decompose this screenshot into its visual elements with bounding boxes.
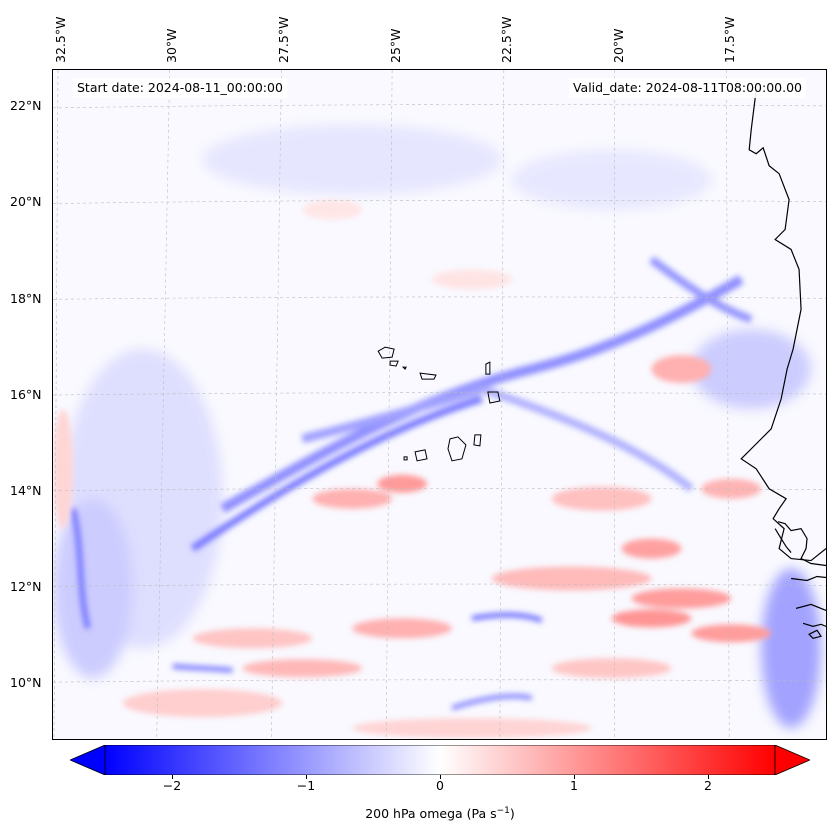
lon-label: 25°W <box>388 28 403 63</box>
lon-label: 27.5°W <box>276 16 291 63</box>
lon-label: 17.5°W <box>722 16 737 63</box>
lon-label: 30°W <box>164 28 179 63</box>
lat-label: 10°N <box>10 675 42 690</box>
graticule <box>53 70 826 739</box>
tick-mark <box>172 775 173 779</box>
lat-label: 18°N <box>10 291 42 306</box>
cape-verde-islands <box>377 346 501 462</box>
tick-mark <box>440 775 441 779</box>
colorbar-tick-label: −2 <box>162 778 182 793</box>
colorbar-label: 200 hPa omega (Pa s−1) <box>365 806 515 822</box>
tick-mark <box>574 775 575 779</box>
lat-label: 12°N <box>10 579 42 594</box>
valid-date-label: Valid_date: 2024-08-11T08:00:00.00 <box>568 78 806 98</box>
colorbar-tick-label: −1 <box>296 778 316 793</box>
colorbar-tick-label: 0 <box>436 778 444 793</box>
lon-label: 20°W <box>611 28 626 63</box>
lon-label: 22.5°W <box>499 16 514 63</box>
lat-label: 22°N <box>10 98 42 113</box>
colorbar-tick-label: 1 <box>570 778 578 793</box>
lat-label: 14°N <box>10 483 42 498</box>
map-panel: Start date: 2024-08-11_00:00:00 Valid_da… <box>52 69 827 740</box>
lon-label: 32.5°W <box>53 16 68 63</box>
african-coastline <box>740 89 826 639</box>
lat-label: 16°N <box>10 387 42 402</box>
lat-label: 20°N <box>10 194 42 209</box>
tick-mark <box>306 775 307 779</box>
colorbar <box>70 745 810 775</box>
colorbar-tick-label: 2 <box>704 778 712 793</box>
tick-mark <box>708 775 709 779</box>
omega-field <box>53 70 826 739</box>
start-date-label: Start date: 2024-08-11_00:00:00 <box>73 78 287 98</box>
